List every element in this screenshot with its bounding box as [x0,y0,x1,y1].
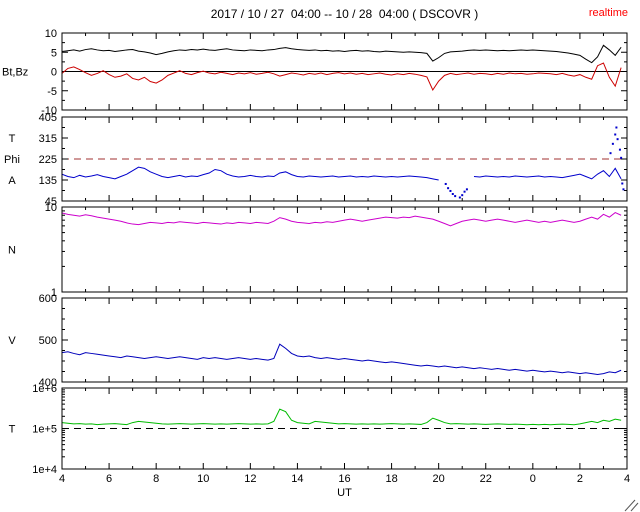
scatter-point [461,194,464,197]
scatter-point [451,193,454,195]
x-tick-label: 14 [291,473,303,485]
scatter-point [609,152,612,155]
scatter-point [463,190,466,193]
panel-label-temp: T [9,424,16,436]
y-tick-label: 1e+6 [32,383,57,395]
panel-border-v [61,297,628,383]
x-tick-label: 18 [385,473,397,485]
y-tick-label: 225 [39,154,57,166]
y-tick-label: -5 [47,86,57,98]
x-tick-label: 22 [480,473,492,485]
series-V [62,343,622,375]
scatter-point [449,189,452,192]
y-tick-label: 45 [45,196,57,208]
scatter-point [458,196,461,199]
y-tick-label: 10 [45,202,57,214]
plot-title: 2017 / 10 / 27 04:00 -- 10 / 28 04:00 ( … [210,7,479,21]
x-tick-label: 2 [577,473,583,485]
corner-hatch-glyph [624,499,639,512]
panel-label-phi: T [9,133,16,145]
panel-border-n [61,206,628,293]
panel-label-bt_bz: Bt,Bz [2,67,28,79]
scatter-point [447,187,450,190]
x-tick-label: 16 [338,473,350,485]
scatter-point [618,148,621,151]
series-Bt [62,44,622,64]
x-axis-title: UT [337,487,352,499]
panel-label-n: N [8,245,16,257]
panel-border-temp [61,387,628,470]
scatter-point [616,138,619,141]
scatter-point [620,156,623,159]
hatch-line [624,499,636,512]
scatter-point [454,195,457,198]
hatch-line [630,502,639,512]
scatter-point [614,133,617,136]
scatter-point [615,126,618,129]
series-Phi [62,166,439,181]
scatter-point [622,188,625,191]
x-tick-label: 8 [153,473,159,485]
x-tick-label: 4 [59,473,65,485]
x-tick-label: 12 [244,473,256,485]
scatter-point [465,188,468,191]
scatter-point [444,182,447,185]
panel-label-v: V [8,335,16,347]
y-tick-label: 405 [39,112,57,124]
series-N [62,211,622,227]
y-tick-label: 0 [51,67,57,79]
panel-label-phi: Phi [4,154,20,166]
y-tick-label: 10 [45,28,57,40]
y-tick-label: 600 [39,293,57,305]
y-tick-label: -10 [41,105,57,117]
series-Bz [62,62,622,92]
y-tick-label: 315 [39,133,57,145]
x-tick-label: 10 [197,473,209,485]
x-tick-label: 6 [106,473,112,485]
y-tick-label: 400 [39,377,57,389]
panel-border-phi [61,116,628,202]
x-tick-label: 0 [530,473,536,485]
y-tick-label: 1e+5 [32,424,57,436]
panel-label-phi: A [8,175,16,187]
y-tick-label: 135 [39,175,57,187]
series-T [62,408,622,426]
y-tick-label: 1e+4 [32,464,57,476]
y-tick-label: 500 [39,335,57,347]
x-tick-label: 20 [433,473,445,485]
scatter-point [621,182,624,185]
realtime-label: realtime [588,7,628,19]
x-tick-label: 4 [624,473,630,485]
scatter-point [611,142,614,145]
y-tick-label: 1 [51,287,57,299]
series-Phi [473,167,622,180]
y-tick-label: 5 [51,47,57,59]
panel-border-bt_bz [61,32,628,111]
